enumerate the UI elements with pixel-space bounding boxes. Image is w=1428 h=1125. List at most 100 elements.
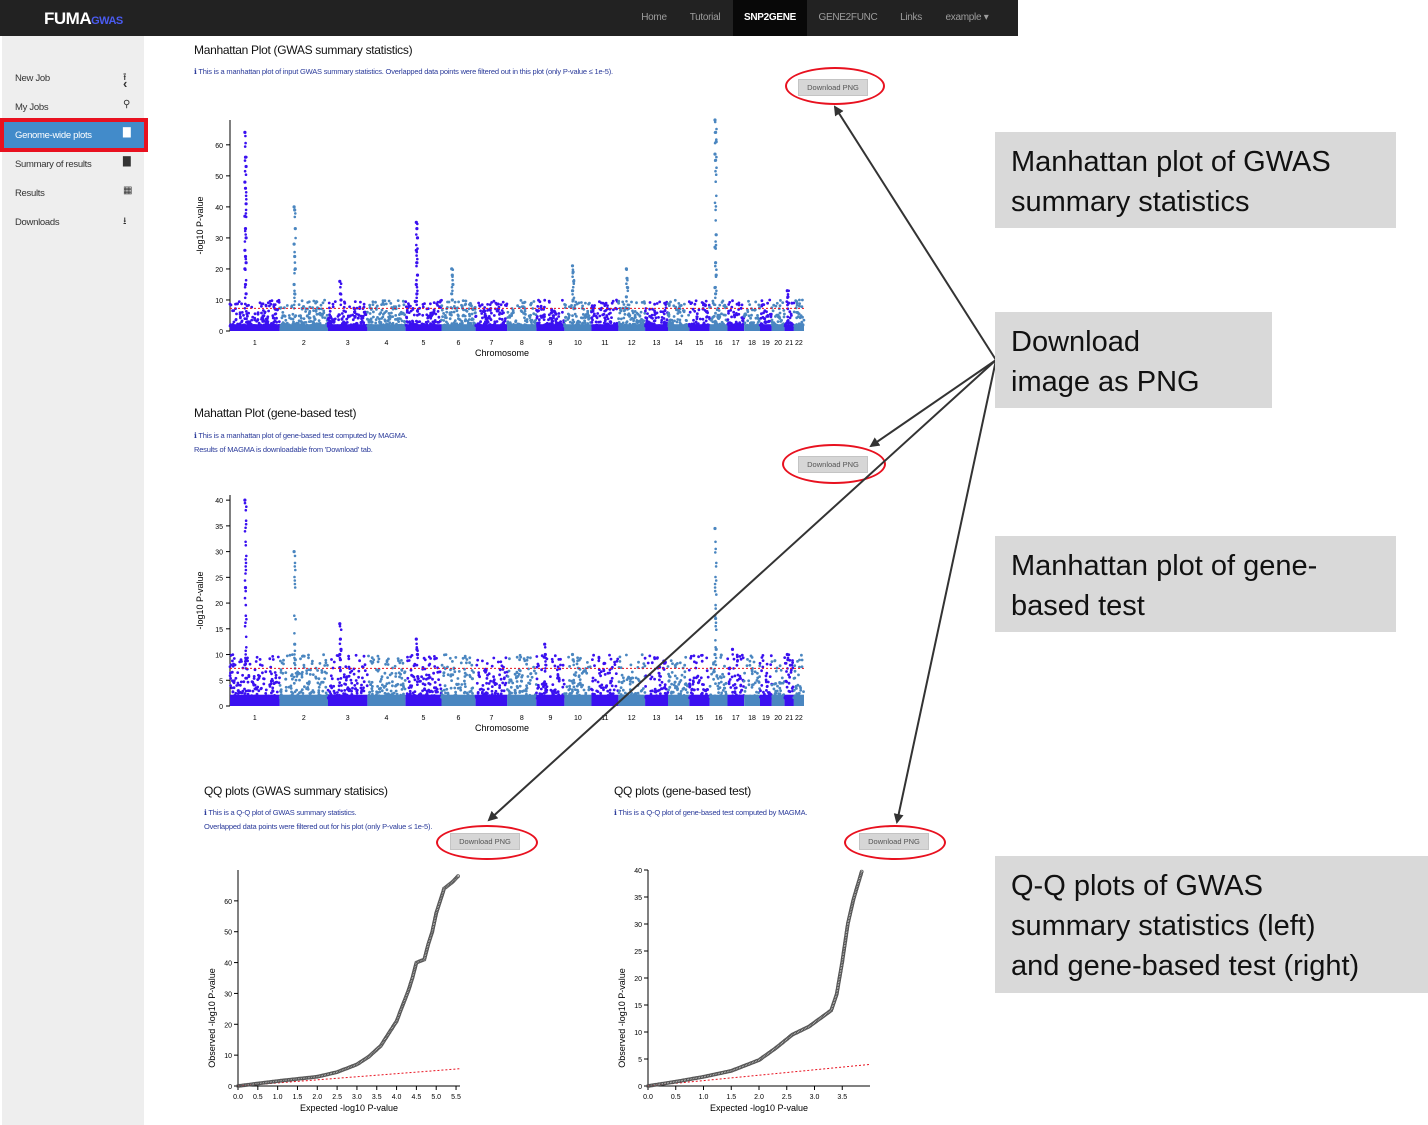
y-tick-label: 15 — [215, 627, 223, 634]
x-tick-label: 16 — [715, 340, 723, 347]
nav-gene2func[interactable]: GENE2FUNC — [818, 12, 878, 23]
data-point — [362, 310, 366, 314]
data-point — [361, 314, 365, 318]
data-band — [618, 324, 646, 331]
data-point — [590, 304, 594, 307]
data-point — [453, 300, 457, 304]
sidebar-item-downloads[interactable]: Downloads ⭳ — [4, 209, 144, 235]
data-point — [542, 314, 546, 318]
data-point — [714, 205, 718, 208]
data-point — [387, 312, 391, 315]
data-point — [359, 300, 362, 304]
data-point — [273, 312, 277, 316]
data-point — [306, 301, 310, 304]
data-point — [557, 312, 561, 315]
data-band — [645, 324, 668, 331]
data-point — [714, 180, 717, 183]
data-point — [253, 318, 256, 322]
data-point — [488, 303, 492, 306]
sidebar-item-my-jobs[interactable]: My Jobs ⚲ — [4, 94, 144, 120]
data-point — [539, 306, 543, 309]
data-point — [756, 314, 759, 317]
data-point — [283, 314, 287, 318]
data-point — [312, 309, 315, 312]
data-point — [251, 680, 255, 684]
data-band — [689, 324, 710, 331]
callout-line: Q-Q plots of GWAS — [1011, 870, 1263, 902]
data-point — [703, 309, 707, 312]
brand-logo[interactable]: FUMAGWAS — [44, 9, 123, 29]
nav-example-dropdown[interactable]: example ▾ — [945, 12, 989, 23]
data-point — [727, 309, 730, 313]
data-point — [414, 282, 418, 287]
data-point — [280, 316, 284, 320]
data-point — [312, 299, 316, 303]
data-point — [240, 311, 244, 314]
data-point — [244, 565, 247, 568]
data-point — [542, 318, 546, 321]
data-point — [747, 314, 751, 318]
nav-tutorial[interactable]: Tutorial — [689, 12, 721, 23]
data-point — [537, 321, 541, 325]
data-point — [400, 312, 404, 316]
nav-home[interactable]: Home — [641, 12, 667, 23]
data-point — [321, 316, 325, 319]
data-point — [767, 320, 771, 324]
sidebar-item-summary-of-results[interactable]: Summary of results ▇ — [4, 151, 144, 177]
data-point — [270, 691, 273, 695]
data-point — [691, 307, 695, 311]
data-point — [339, 298, 343, 302]
data-point — [483, 313, 487, 317]
data-point — [617, 321, 621, 324]
data-point — [245, 320, 249, 324]
sidebar-item-results[interactable]: Results ▦ — [4, 180, 144, 206]
data-point — [407, 311, 411, 314]
data-point — [714, 219, 717, 222]
chevron-left-icon[interactable]: ‹ — [123, 76, 128, 91]
sidebar-item-new-job[interactable]: New Job ⭱ — [4, 65, 144, 91]
data-band — [668, 324, 690, 331]
data-point — [231, 659, 234, 663]
data-point — [713, 131, 717, 134]
data-point — [271, 658, 275, 661]
data-point — [308, 673, 312, 676]
data-point — [638, 314, 642, 318]
data-point — [285, 321, 289, 325]
data-point — [458, 318, 462, 322]
data-band — [507, 324, 537, 331]
data-point — [657, 316, 660, 319]
data-band — [441, 324, 476, 331]
data-point — [436, 310, 440, 313]
data-point — [498, 311, 502, 315]
data-point — [232, 681, 236, 685]
data-point — [243, 596, 247, 600]
nav-snp2gene[interactable]: SNP2GENE — [733, 0, 807, 36]
section-title-manhattan-gene: Mahattan Plot (gene-based test) — [194, 406, 357, 420]
data-point — [405, 308, 409, 312]
data-point — [294, 212, 297, 215]
data-point — [625, 300, 628, 303]
data-point — [716, 313, 720, 317]
data-point — [668, 319, 672, 322]
data-point — [243, 285, 247, 289]
data-point — [340, 317, 344, 321]
nav-links[interactable]: Links — [900, 12, 922, 23]
data-point — [272, 682, 276, 685]
sidebar-item-genome-wide-plots[interactable]: Genome-wide plots ▇ — [0, 118, 148, 152]
data-point — [575, 315, 578, 318]
data-point — [606, 317, 610, 321]
data-point — [661, 310, 665, 314]
data-point — [359, 314, 363, 318]
data-point — [279, 659, 282, 663]
data-point — [323, 677, 327, 680]
data-point — [765, 315, 769, 318]
data-point — [648, 301, 652, 304]
data-point — [323, 298, 326, 302]
data-point — [244, 268, 247, 271]
data-point — [639, 310, 643, 314]
data-point — [324, 661, 328, 665]
data-point — [292, 242, 296, 246]
data-point — [240, 660, 243, 663]
data-point — [245, 646, 248, 649]
data-point — [763, 317, 767, 321]
